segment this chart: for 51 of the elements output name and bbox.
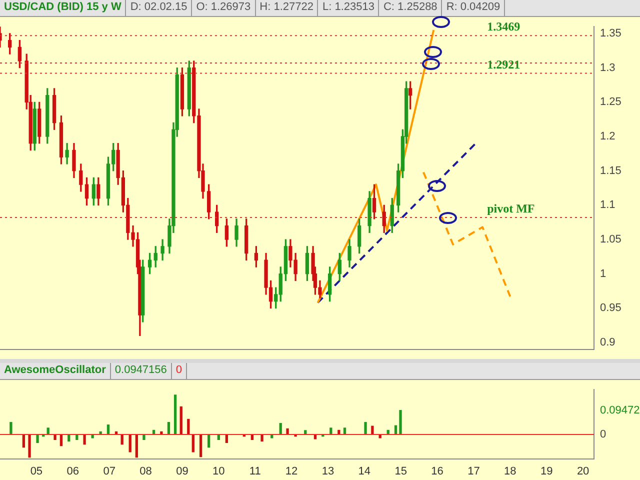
x-tick-label: 05 [30, 465, 43, 478]
bar [364, 422, 367, 435]
y-tick-label: 0 [600, 428, 606, 441]
chart-title: USD/CAD (BID) 15 y W [0, 0, 126, 16]
text: R: 0.04209 [442, 0, 506, 16]
x-tick-label: 14 [358, 465, 371, 478]
y-tick-label: 1.15 [600, 164, 622, 177]
ref-line-label: 1.3469 [487, 20, 520, 34]
y-tick-label: 0.09472 [600, 404, 640, 416]
x-tick-label: 19 [540, 465, 553, 478]
x-tick-label: 06 [66, 465, 80, 478]
x-tick-label: 16 [431, 465, 444, 478]
line-series [422, 171, 512, 298]
y-tick-label: 0.9 [600, 336, 616, 349]
x-tick-label: 10 [212, 465, 225, 478]
ref-line-label: 1.2921 [487, 57, 520, 72]
x-tick-label: 13 [322, 465, 334, 478]
text: L: 1.23513 [318, 0, 380, 16]
bar [399, 410, 402, 435]
text: 0 [172, 363, 188, 379]
x-tick-label: 08 [140, 465, 152, 478]
chart-title: AwesomeOscillator [0, 363, 111, 379]
text: H: 1.27722 [256, 0, 318, 16]
text: 0.0947156 [110, 363, 172, 379]
x-tick-label: 18 [504, 465, 516, 478]
x-tick-label: 20 [576, 465, 590, 478]
y-tick-label: 1 [600, 268, 606, 280]
x-tick-label: 11 [249, 465, 261, 478]
x-tick-label: 09 [176, 465, 188, 478]
y-tick-label: 1.25 [600, 96, 622, 108]
text: C: 1.25288 [379, 0, 442, 16]
bar [83, 434, 86, 445]
bar [28, 434, 31, 458]
y-tick-label: 1.35 [600, 28, 622, 40]
y-tick-label: 1.05 [600, 234, 622, 246]
y-tick-label: 0.95 [600, 302, 622, 314]
ref-line-label: pivot MF [487, 202, 535, 216]
x-tick-label: 17 [468, 465, 480, 478]
y-tick-label: 1.2 [600, 130, 616, 143]
text: O: 1.26973 [192, 0, 256, 16]
bar [135, 434, 138, 458]
x-tick-label: 15 [394, 465, 407, 478]
x-tick-label: 12 [285, 465, 298, 478]
bar [180, 406, 182, 435]
bar [174, 394, 177, 435]
y-tick-label: 1.1 [600, 199, 616, 212]
text: D: 02.02.15 [126, 0, 192, 16]
y-tick-label: 1.3 [600, 62, 616, 74]
x-tick-label: 07 [103, 465, 116, 478]
bar [199, 434, 202, 458]
bar [10, 422, 12, 435]
